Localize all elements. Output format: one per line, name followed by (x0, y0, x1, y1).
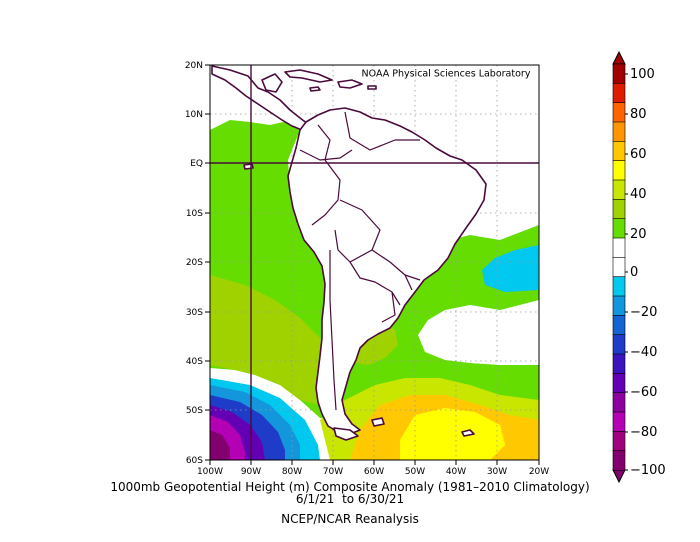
colorbar-label: −60 (630, 385, 657, 400)
colorbar-label: −20 (630, 305, 657, 320)
colorbar-label: 100 (630, 67, 655, 82)
map-panel: NOAA Physical Sciences Laboratory (210, 65, 539, 460)
colorbar-bin (612, 450, 626, 471)
land-south-georgia (461, 429, 475, 437)
colorbar-bin (612, 257, 626, 278)
lon-tick-label: 70W (323, 467, 343, 477)
colorbar-bin (612, 83, 626, 104)
lon-tick-label: 30W (487, 467, 507, 477)
lon-tick-label: 90W (241, 467, 261, 477)
colorbar-bin (612, 141, 626, 162)
colorbar-label: −80 (630, 425, 657, 440)
land-hispaniola (337, 79, 363, 89)
lat-tick-label: 30S (186, 308, 203, 318)
land-jamaica (309, 86, 321, 92)
colorbar-bin (612, 276, 626, 297)
colorbar-bin (612, 295, 626, 316)
colorbar: 100 80 60 40 20 0 −20 −40 −60 −80 −100 (612, 50, 666, 484)
colorbar-bin (612, 102, 626, 123)
colorbar-bin (612, 431, 626, 452)
lon-tick-label: 20W (529, 467, 549, 477)
lat-tick-label: EQ (190, 159, 203, 169)
colorbar-label: 40 (630, 187, 647, 202)
colorbar-labels: 100 80 60 40 20 0 −20 −40 −60 −80 −100 (630, 67, 666, 478)
lon-tick-label: 50W (405, 467, 425, 477)
lat-tick-label: 20N (185, 61, 203, 71)
caption-source: NCEP/NCAR Reanalysis (281, 512, 419, 526)
colorbar-label: 20 (630, 227, 647, 242)
lat-tick-label: 10N (185, 110, 203, 120)
lon-axis: 100W 90W 80W 70W 60W 50W 40W 30W 20W (197, 460, 549, 477)
colorbar-bin (612, 218, 626, 239)
anomaly-light-green-belt (210, 275, 345, 405)
land-south-america (287, 107, 487, 435)
lat-tick-label: 20S (186, 258, 203, 268)
land-yucatan (261, 73, 283, 93)
land-puerto-rico (367, 85, 377, 90)
land-tierra-del-fuego (333, 427, 359, 441)
caption-title: 1000mb Geopotential Height (m) Composite… (110, 480, 590, 494)
colorbar-bin (612, 199, 626, 220)
colorbar-label: 0 (630, 265, 638, 280)
colorbar-bins (612, 63, 628, 471)
colorbar-label: −100 (630, 463, 666, 478)
colorbar-bin (612, 353, 626, 374)
land-falklands (371, 417, 385, 427)
lon-tick-label: 60W (364, 467, 384, 477)
colorbar-label: 60 (630, 147, 647, 162)
colorbar-bin (612, 63, 626, 84)
colorbar-bin (612, 237, 626, 258)
lat-tick-label: 50S (186, 406, 203, 416)
lon-tick-label: 80W (282, 467, 302, 477)
lon-tick-label: 100W (197, 467, 223, 477)
anomaly-south-atlantic-max (400, 408, 505, 460)
colorbar-bin (612, 160, 626, 181)
land-cuba (284, 69, 333, 83)
caption-date-range: 6/1/21 to 6/30/21 (295, 492, 405, 506)
coastlines (211, 65, 487, 441)
colorbar-top-arrow (612, 50, 626, 65)
lon-tick-label: 40W (446, 467, 466, 477)
colorbar-bin (612, 373, 626, 394)
colorbar-bin (612, 179, 626, 200)
lat-tick-label: 10S (186, 209, 203, 219)
borders (299, 111, 421, 411)
colorbar-bin (612, 315, 626, 336)
lat-tick-label: 60S (186, 456, 203, 466)
lat-tick-label: 40S (186, 357, 203, 367)
credit-text: NOAA Physical Sciences Laboratory (362, 69, 531, 80)
credit-box (353, 67, 537, 80)
colorbar-label: 80 (630, 107, 647, 122)
lat-axis: 20N 10N EQ 10S 20S 30S 40S 50S 60S (185, 61, 210, 466)
colorbar-bin (612, 392, 626, 413)
colorbar-label: −40 (630, 345, 657, 360)
colorbar-bin (612, 121, 626, 142)
colorbar-bin (612, 411, 626, 432)
anomaly-sw-pacific-core (210, 430, 230, 460)
colorbar-bin (612, 334, 626, 355)
anomaly-atlantic-negative (482, 245, 539, 292)
